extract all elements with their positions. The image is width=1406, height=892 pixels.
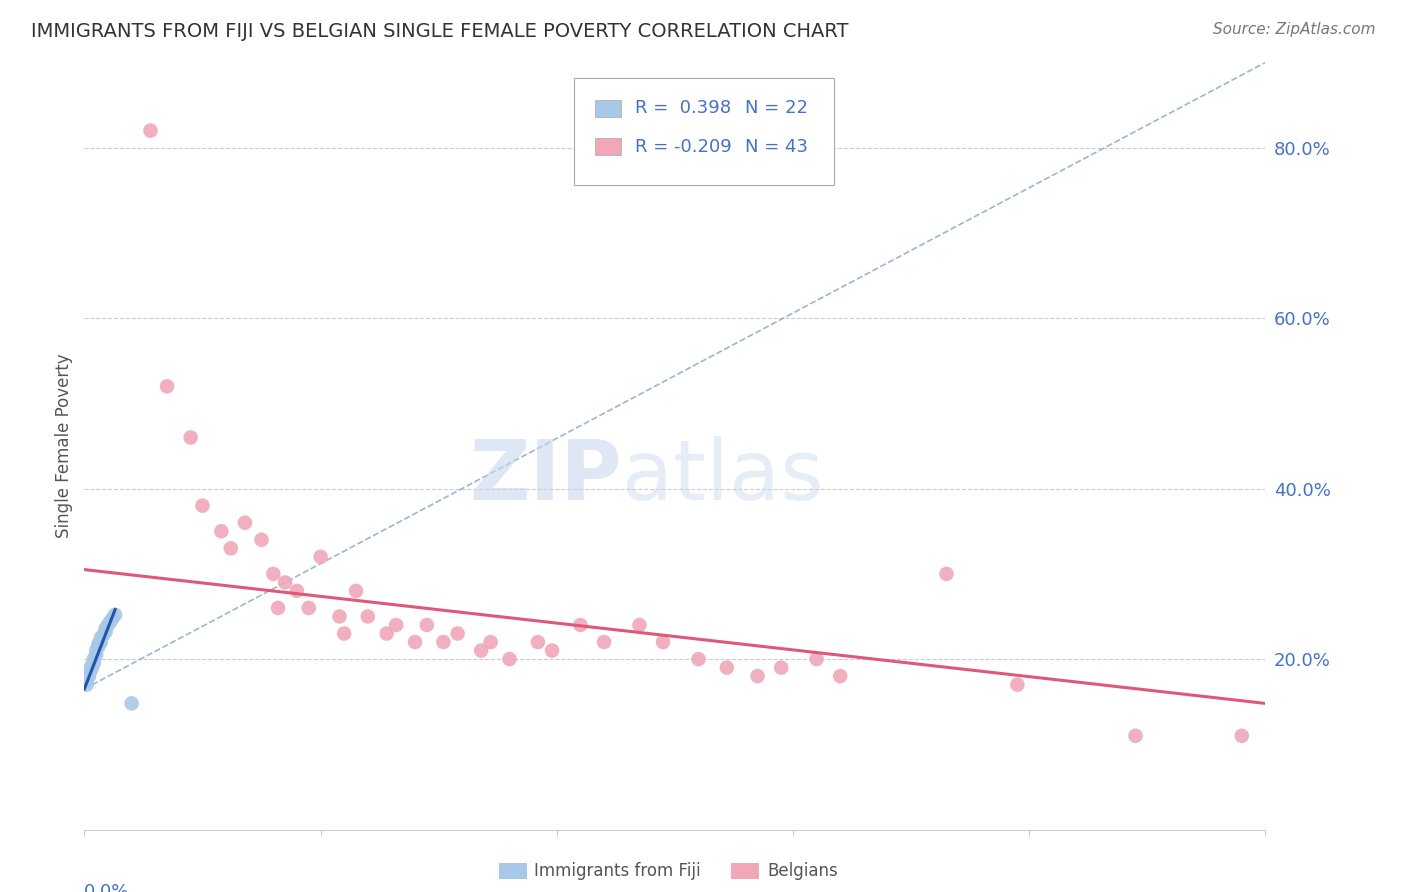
- Point: [209, 524, 232, 539]
- FancyBboxPatch shape: [575, 78, 834, 186]
- Point: [404, 635, 426, 649]
- Point: [80, 659, 103, 673]
- Point: [101, 611, 124, 625]
- Point: [91, 628, 114, 642]
- Point: [470, 643, 492, 657]
- Point: [77, 669, 100, 683]
- Point: [375, 626, 398, 640]
- Text: R =  0.398: R = 0.398: [634, 100, 731, 118]
- Point: [498, 652, 520, 666]
- Point: [104, 607, 127, 622]
- Text: 0.0%: 0.0%: [84, 883, 129, 892]
- Point: [233, 516, 256, 530]
- Point: [156, 379, 179, 393]
- Point: [1007, 678, 1029, 692]
- Point: [333, 626, 356, 640]
- Point: [76, 673, 98, 688]
- Point: [479, 635, 502, 649]
- Point: [274, 575, 297, 590]
- Point: [344, 583, 367, 598]
- Point: [262, 566, 284, 581]
- Point: [770, 660, 793, 674]
- Point: [688, 652, 710, 666]
- Text: IMMIGRANTS FROM FIJI VS BELGIAN SINGLE FEMALE POVERTY CORRELATION CHART: IMMIGRANTS FROM FIJI VS BELGIAN SINGLE F…: [31, 22, 848, 41]
- Point: [652, 635, 675, 649]
- Point: [90, 631, 112, 645]
- Point: [328, 609, 350, 624]
- Point: [191, 499, 214, 513]
- Point: [309, 549, 332, 564]
- Point: [446, 626, 468, 640]
- Point: [83, 657, 105, 671]
- Point: [357, 609, 380, 624]
- Text: N = 43: N = 43: [745, 138, 807, 156]
- Point: [94, 624, 117, 639]
- Point: [806, 652, 828, 666]
- Point: [83, 652, 105, 666]
- Point: [747, 669, 769, 683]
- Text: Belgians: Belgians: [768, 862, 838, 880]
- Point: [569, 618, 592, 632]
- Point: [1230, 729, 1253, 743]
- Point: [250, 533, 273, 547]
- Point: [432, 635, 454, 649]
- Point: [87, 637, 110, 651]
- Point: [90, 635, 112, 649]
- Point: [139, 123, 162, 137]
- Point: [716, 660, 738, 674]
- Text: atlas: atlas: [621, 436, 824, 517]
- Point: [80, 662, 103, 676]
- Point: [830, 669, 852, 683]
- Point: [298, 601, 321, 615]
- Point: [121, 697, 143, 711]
- Point: [98, 615, 121, 629]
- Text: ZIP: ZIP: [470, 436, 621, 517]
- Point: [84, 648, 107, 662]
- FancyBboxPatch shape: [595, 100, 620, 117]
- Point: [541, 643, 564, 657]
- Point: [87, 640, 110, 654]
- Text: R = -0.209: R = -0.209: [634, 138, 731, 156]
- Point: [935, 566, 957, 581]
- Point: [628, 618, 651, 632]
- Point: [416, 618, 439, 632]
- Point: [1125, 729, 1147, 743]
- Point: [285, 583, 308, 598]
- Point: [84, 643, 107, 657]
- Point: [180, 430, 202, 444]
- Text: Source: ZipAtlas.com: Source: ZipAtlas.com: [1212, 22, 1375, 37]
- Y-axis label: Single Female Poverty: Single Female Poverty: [55, 354, 73, 538]
- Point: [527, 635, 550, 649]
- Point: [77, 665, 100, 679]
- Point: [385, 618, 408, 632]
- Text: N = 22: N = 22: [745, 100, 807, 118]
- Point: [94, 621, 117, 635]
- FancyBboxPatch shape: [595, 138, 620, 155]
- Point: [219, 541, 242, 556]
- Text: Immigrants from Fiji: Immigrants from Fiji: [534, 862, 702, 880]
- Point: [593, 635, 616, 649]
- Point: [97, 618, 120, 632]
- Point: [76, 678, 98, 692]
- Point: [267, 601, 290, 615]
